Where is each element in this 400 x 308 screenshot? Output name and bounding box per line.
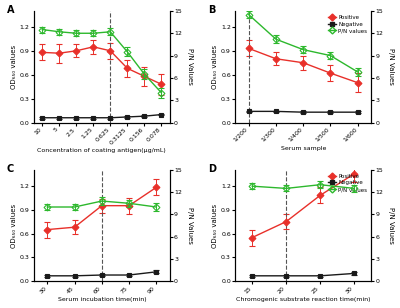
Y-axis label: P/N Values: P/N Values: [187, 207, 193, 244]
Y-axis label: P/N Values: P/N Values: [388, 48, 394, 85]
Legend: Positive, Negative, P/N values: Positive, Negative, P/N values: [327, 14, 368, 34]
Y-axis label: OD₆₅₀ values: OD₆₅₀ values: [212, 204, 218, 248]
Y-axis label: OD₆₅₀ values: OD₆₅₀ values: [212, 45, 218, 89]
X-axis label: Chromogenic substrate reaction time(min): Chromogenic substrate reaction time(min): [236, 298, 370, 302]
X-axis label: Serum sample: Serum sample: [280, 146, 326, 151]
X-axis label: Concentration of coating antigen(μg/mL): Concentration of coating antigen(μg/mL): [38, 148, 166, 153]
Text: A: A: [6, 5, 14, 15]
Text: B: B: [208, 5, 215, 15]
Text: C: C: [6, 164, 14, 174]
X-axis label: Serum incubation time(min): Serum incubation time(min): [58, 298, 146, 302]
Y-axis label: OD₆₅₀ values: OD₆₅₀ values: [11, 204, 17, 248]
Y-axis label: P/N Values: P/N Values: [187, 48, 193, 85]
Y-axis label: OD₆₅₀ values: OD₆₅₀ values: [11, 45, 17, 89]
Text: D: D: [208, 164, 216, 174]
Y-axis label: P/N Values: P/N Values: [388, 207, 394, 244]
Legend: Positive, Negative, P/N values: Positive, Negative, P/N values: [327, 172, 368, 193]
